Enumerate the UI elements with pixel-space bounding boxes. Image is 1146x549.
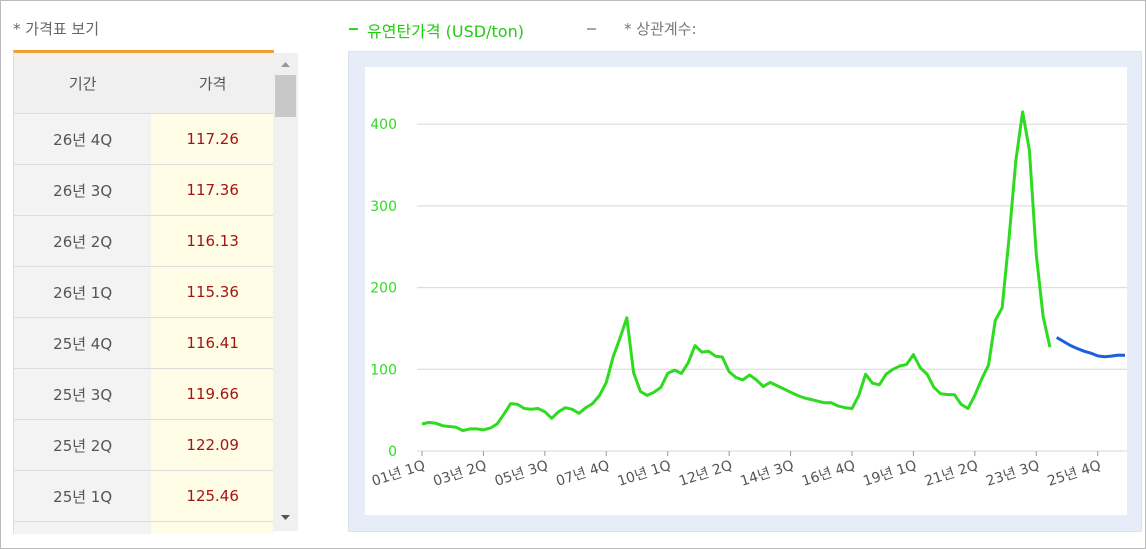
table-row: 26년 4Q 117.26 [14, 113, 274, 165]
price-cell: 116.41 [151, 317, 274, 369]
chart-title[interactable]: 유연탄가격 (USD/ton) [367, 22, 524, 41]
period-cell: 25년 3Q [14, 368, 152, 420]
column-header: 가격 [151, 53, 274, 114]
scroll-thumb[interactable] [275, 75, 296, 117]
legend-marker [349, 28, 358, 30]
table-row: 25년 1Q 125.46 [14, 470, 274, 522]
period-cell: 26년 2Q [14, 215, 152, 267]
series-line [1055, 336, 1126, 359]
period-cell: 25년 1Q [14, 470, 152, 522]
period-cell: 26년 1Q [14, 266, 152, 318]
period-cell: 25년 2Q [14, 419, 152, 471]
price-cell: 115.36 [151, 266, 274, 318]
table-row: 26년 1Q 115.36 [14, 266, 274, 318]
period-cell: 25년 4Q [14, 317, 152, 369]
price-cell: 116.13 [151, 215, 274, 267]
price-cell: 119.66 [151, 368, 274, 420]
price-cell: 125.46 [151, 470, 274, 522]
scrollbar[interactable] [273, 53, 298, 531]
table-row: 25년 2Q 122.09 [14, 419, 274, 471]
y-tick-label: 0 [388, 444, 397, 460]
table-row: 24년 4Q129.10 [14, 521, 274, 534]
price-cell: 117.36 [151, 164, 274, 216]
price-cell: 117.26 [151, 113, 274, 165]
panel-title[interactable]: * 가격표 보기 [13, 20, 100, 38]
series-line [421, 110, 1052, 433]
header-row: 기간 가격 [14, 53, 274, 114]
y-tick-label: 300 [370, 199, 397, 215]
table-row: 26년 2Q 116.13 [14, 215, 274, 267]
legend-marker [587, 28, 596, 30]
price-table: 기간 가격 26년 4Q 117.26 26년 3Q 117.36 26년 2Q 116.1… [13, 50, 274, 534]
period-cell: 26년 4Q [14, 113, 152, 165]
plot-area [365, 67, 1127, 515]
column-header: 기간 [14, 53, 152, 114]
y-tick-label: 100 [370, 362, 397, 378]
period-cell: 24년 4Q [14, 521, 152, 534]
y-tick-label: 400 [370, 117, 397, 133]
table-row: 25년 4Q 116.41 [14, 317, 274, 369]
price-cell: 129.10 [151, 521, 274, 534]
chart-box: 0 100 200 300 400 01년 1Q 03년 2Q 05년 3Q 07년 4Q 10년… [348, 51, 1142, 532]
table-row: 26년 3Q 117.36 [14, 164, 274, 216]
period-cell: 26년 3Q [14, 164, 152, 216]
scroll-arrows [281, 62, 290, 520]
y-tick-label: 200 [370, 281, 397, 297]
correlation-label[interactable]: * 상관계수: [624, 20, 697, 38]
table-row: 25년 3Q 119.66 [14, 368, 274, 420]
price-cell: 122.09 [151, 419, 274, 471]
